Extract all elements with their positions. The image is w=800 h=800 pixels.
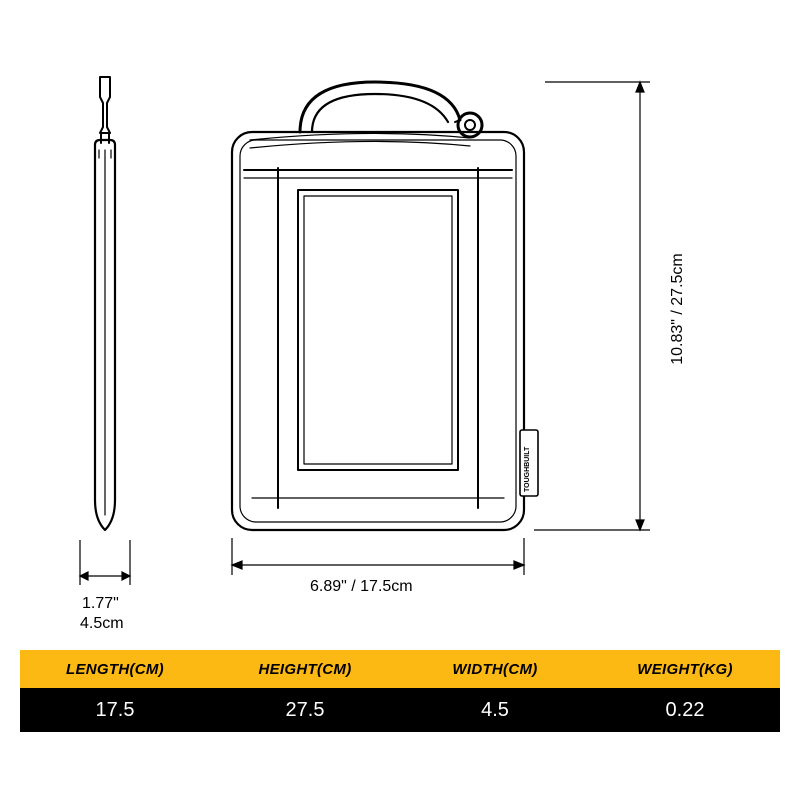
- spec-header-cell: WIDTH(CM): [400, 650, 590, 688]
- technical-diagram: TOUGHBUILT 10.83" / 27.5cm 6.89" / 17.5c…: [0, 0, 800, 640]
- brand-tab-text: TOUGHBUILT: [524, 446, 531, 492]
- dim-side-width-label-cm: 4.5cm: [80, 615, 124, 633]
- spec-header-row: LENGTH(CM)HEIGHT(CM)WIDTH(CM)WEIGHT(KG): [20, 650, 780, 688]
- spec-value-cell: 27.5: [210, 688, 400, 732]
- dim-front-width: [232, 538, 524, 575]
- front-view: [232, 82, 538, 530]
- side-view: [95, 77, 115, 530]
- dim-side-width: [80, 540, 130, 585]
- spec-value-row: 17.527.54.50.22: [20, 688, 780, 732]
- spec-header-cell: HEIGHT(CM): [210, 650, 400, 688]
- spec-value-cell: 17.5: [20, 688, 210, 732]
- spec-header-cell: LENGTH(CM): [20, 650, 210, 688]
- spec-value-cell: 4.5: [400, 688, 590, 732]
- spec-value-cell: 0.22: [590, 688, 780, 732]
- spec-table: LENGTH(CM)HEIGHT(CM)WIDTH(CM)WEIGHT(KG) …: [20, 650, 780, 732]
- dim-side-width-label-in: 1.77": [82, 595, 119, 613]
- dim-front-width-label: 6.89" / 17.5cm: [310, 578, 413, 596]
- spec-header-cell: WEIGHT(KG): [590, 650, 780, 688]
- dim-height: [534, 82, 650, 530]
- dim-height-label: 10.83" / 27.5cm: [669, 229, 687, 389]
